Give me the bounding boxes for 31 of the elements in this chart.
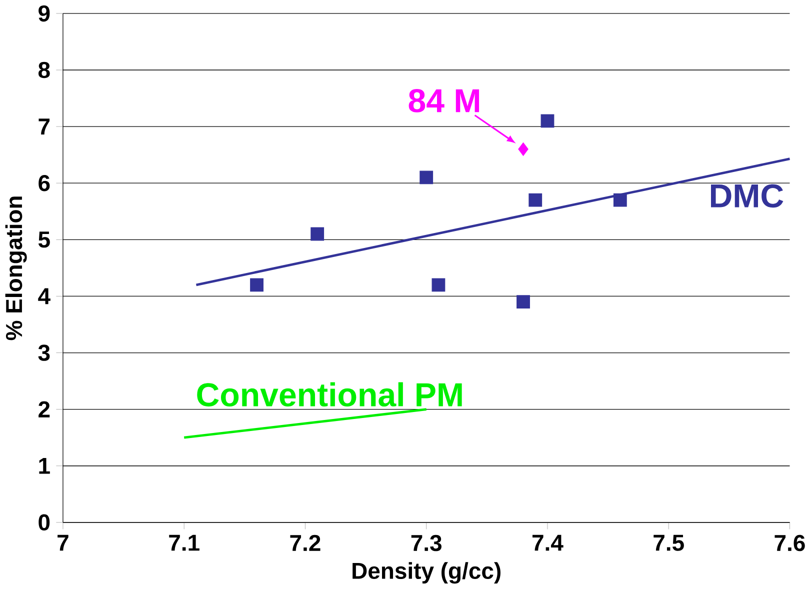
y-tick-label: 8 [38,62,50,78]
point [250,278,264,292]
series-label: 84 M [408,89,480,112]
x-tick-label: 7.4 [532,534,564,551]
y-tick-label: 5 [38,232,50,248]
y-tick-label: 2 [38,401,50,418]
point [516,295,530,309]
x-tick-label: 7.2 [290,534,320,551]
y-axis-title: % Elongation [5,196,27,340]
x-tick-label: 7.5 [654,534,684,551]
x-tick-label: 7.6 [774,534,805,552]
y-tick-label: 1 [39,458,50,474]
y-tick-label: 0 [38,514,50,531]
point [613,193,627,207]
point [528,193,542,207]
y-tick-label: 9 [38,5,50,22]
x-tick-label: 7.1 [169,534,200,551]
point [432,278,446,292]
y-tick-label: 6 [38,175,50,192]
x-tick-label: 7.3 [411,534,442,552]
x-tick-label: 7 [58,534,68,551]
y-tick-label: 3 [38,344,50,361]
point [518,142,528,156]
series-label: DMC [710,184,784,208]
x-axis-title: Density (g/cc) [352,562,500,584]
point [540,114,554,128]
series-label: Conventional PM [197,382,462,407]
y-tick-label: 4 [38,288,50,304]
point [310,227,324,241]
point [420,170,434,184]
y-tick-label: 7 [38,118,50,134]
